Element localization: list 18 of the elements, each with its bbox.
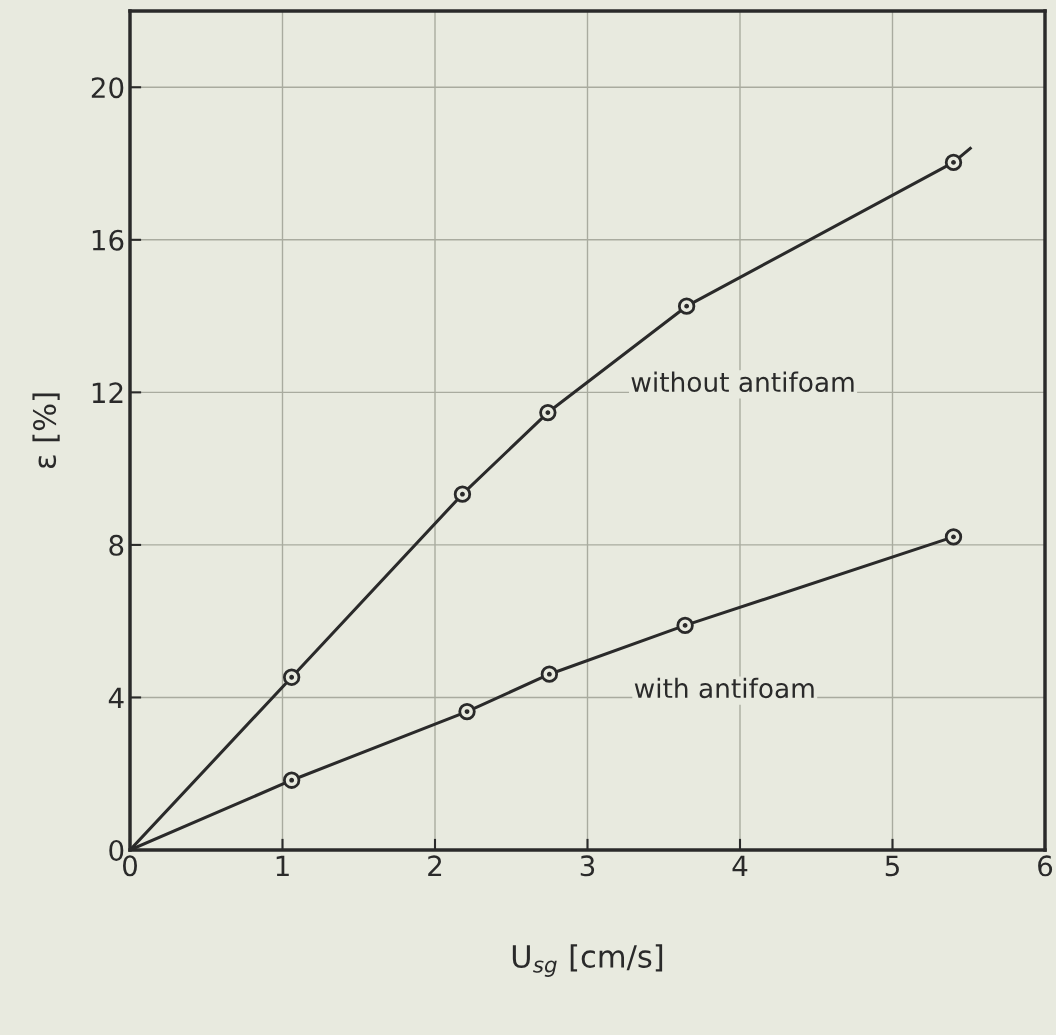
x-tick-label: 3 (580, 855, 595, 877)
y-axis-title: ε [%] (32, 393, 60, 469)
y-tick-label: 16 (92, 229, 124, 251)
point (676, 616, 694, 635)
x-axis-title: U$_{sg}$ [cm/s] (512, 944, 663, 977)
x-tick-label: 2 (428, 855, 442, 876)
point (944, 528, 963, 546)
y-tick-label: 4 (108, 687, 124, 709)
x-tick-label: 5 (885, 855, 899, 877)
y-tick-label: 12 (92, 382, 123, 403)
x-tick-label: 6 (1038, 855, 1053, 877)
annotation: with antifoam (634, 677, 814, 699)
y-tick-label: 8 (109, 534, 124, 556)
x-tick-label: 4 (732, 855, 748, 876)
y-tick-label: 20 (91, 77, 124, 99)
y-tick-label: 0 (109, 839, 124, 861)
x-tick-label: 1 (276, 855, 289, 876)
annotation: without antifoam (631, 371, 854, 393)
